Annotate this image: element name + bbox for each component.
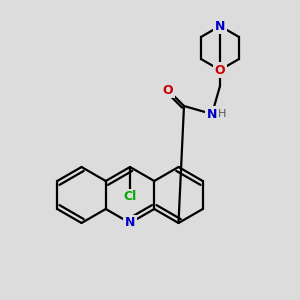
Text: N: N bbox=[215, 20, 225, 32]
Text: H: H bbox=[218, 109, 226, 119]
Text: O: O bbox=[215, 64, 225, 76]
Text: N: N bbox=[125, 217, 135, 230]
Text: Cl: Cl bbox=[123, 190, 136, 203]
Text: O: O bbox=[163, 83, 173, 97]
Text: N: N bbox=[207, 107, 217, 121]
